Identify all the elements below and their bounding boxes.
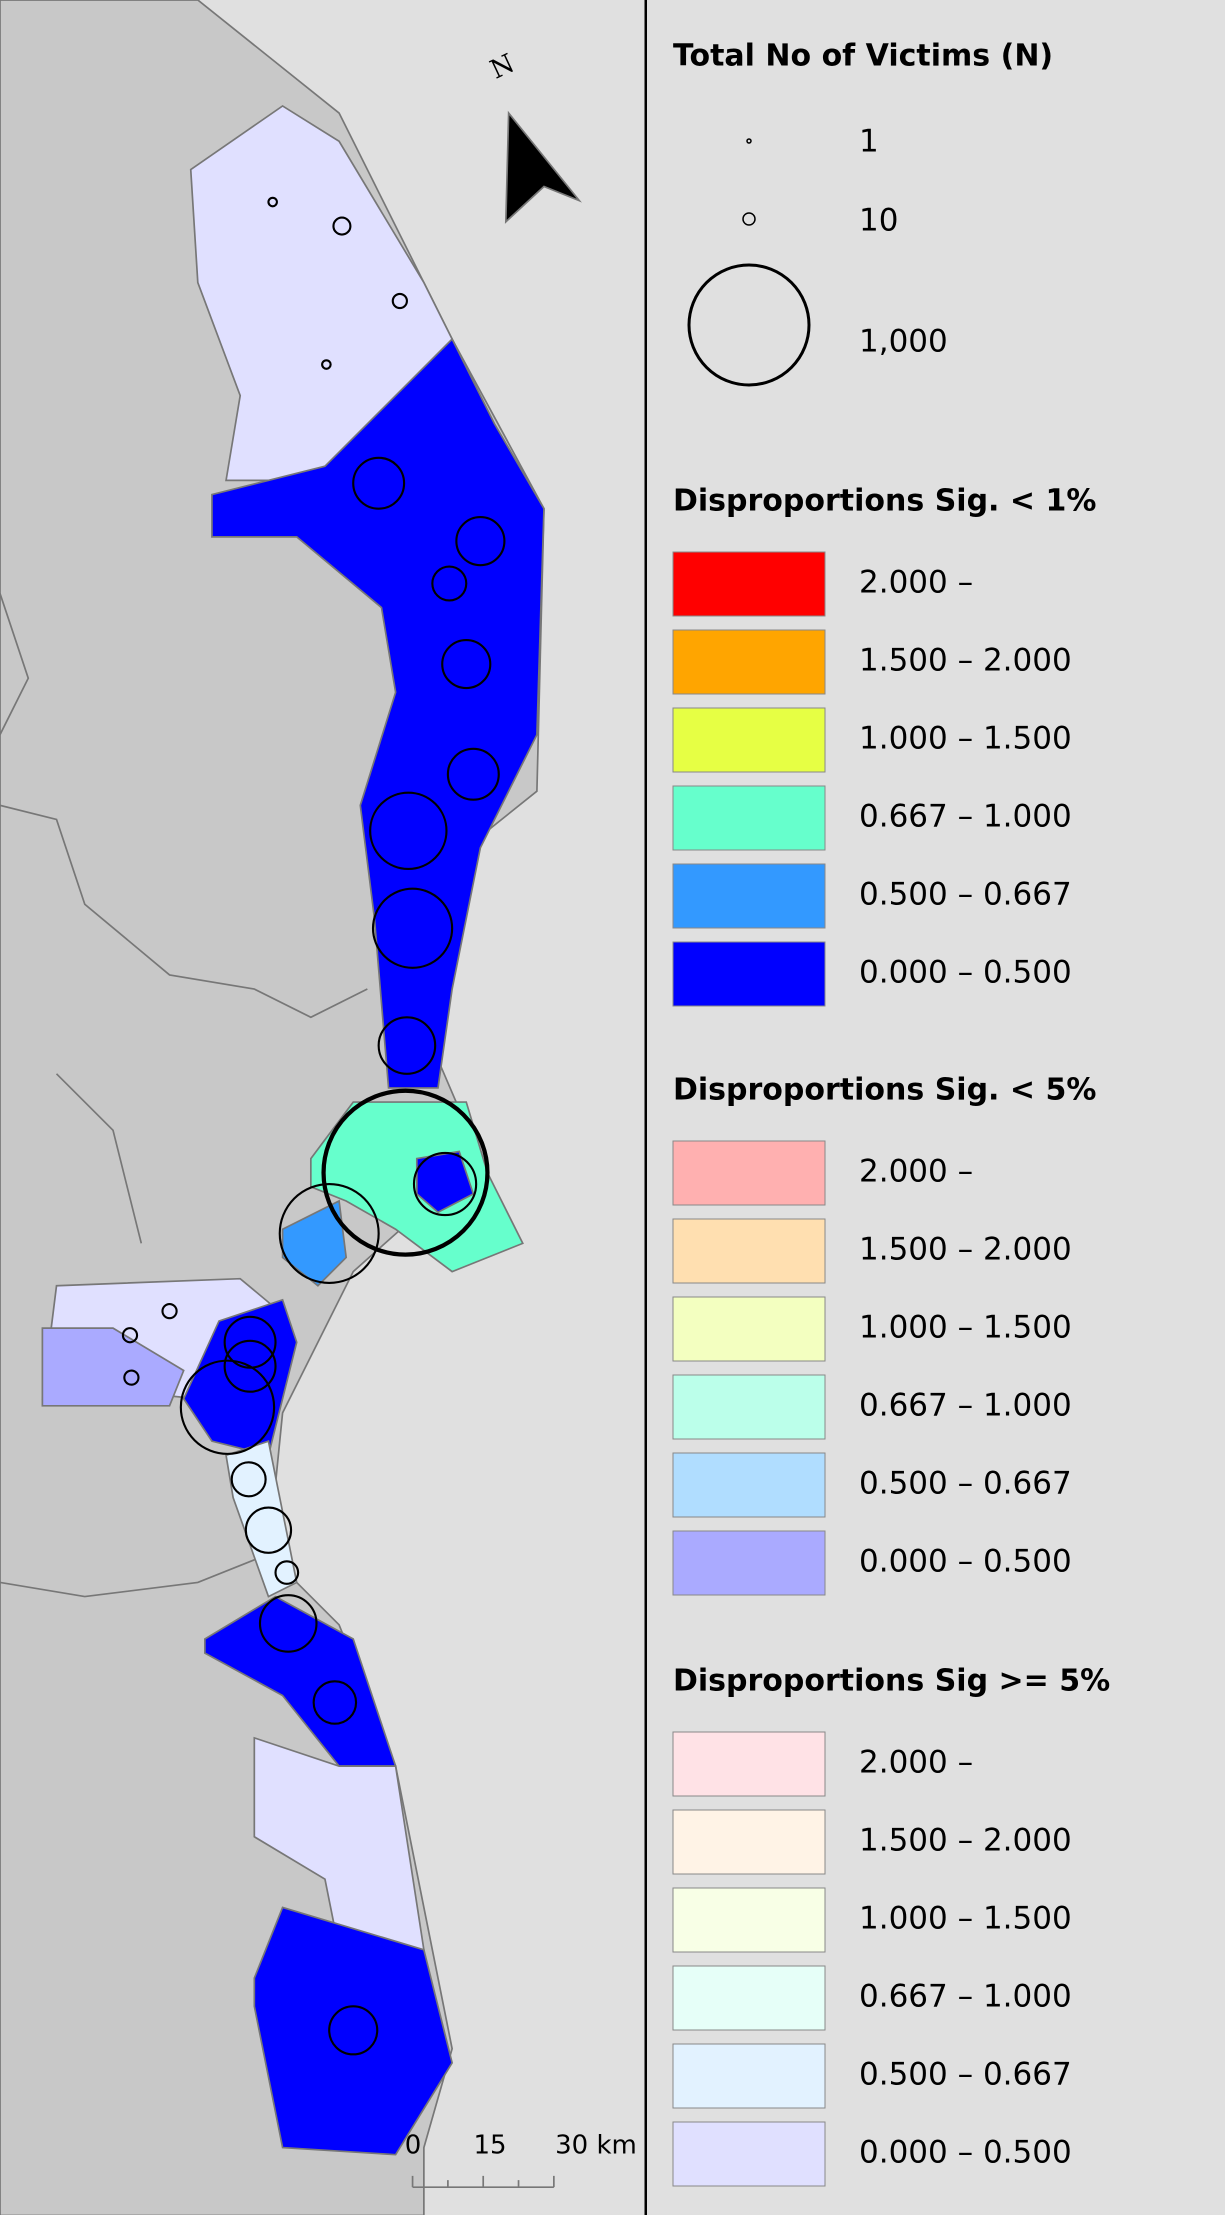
scale-label: 30 km [555, 2131, 637, 2161]
legend-title: Total No of Victims (N) [673, 39, 1053, 74]
legend-swatch [672, 1965, 826, 2031]
size-symbol [742, 212, 756, 226]
legend-title: Disproportions Sig. < 5% [673, 1073, 1096, 1108]
legend-swatch [672, 1296, 826, 1362]
legend-label: 0.667 – 1.000 [859, 1979, 1072, 2015]
legend-swatch [672, 2121, 826, 2187]
legend-label: 2.000 – [859, 1745, 973, 1781]
region [41, 1327, 185, 1407]
legend-label: 0.667 – 1.000 [859, 1388, 1072, 1424]
legend-swatch [672, 1140, 826, 1206]
legend-label: 1.000 – 1.500 [859, 1310, 1072, 1346]
scale-label: 0 [405, 2131, 422, 2161]
size-symbol [746, 138, 752, 144]
legend-label: 0.000 – 0.500 [859, 955, 1072, 991]
legend-swatch [672, 1374, 826, 1440]
scale-label: 15 [473, 2131, 506, 2161]
scale-bar [411, 2175, 555, 2189]
boundaries [0, 593, 368, 1598]
legend-swatch [672, 863, 826, 929]
legend: Total No of Victims (N) 1 10 1,000 Dispropor… [672, 39, 1110, 2187]
legend-label: 1.000 – 1.500 [859, 721, 1072, 757]
legend-swatch [672, 551, 826, 617]
region [253, 1906, 454, 2156]
legend-swatch [672, 941, 826, 1007]
legend-label: 2.000 – [859, 565, 973, 601]
legend-swatch [672, 2043, 826, 2109]
legend-swatch [672, 1452, 826, 1518]
legend-swatch [672, 629, 826, 695]
size-symbol [687, 263, 811, 387]
legend-swatch [672, 1809, 826, 1875]
legend-swatch [672, 1218, 826, 1284]
legend-swatch [672, 1731, 826, 1797]
legend-swatch [672, 1530, 826, 1596]
legend-swatch [672, 707, 826, 773]
legend-label: 2.000 – [859, 1154, 973, 1190]
legend-title: Disproportions Sig >= 5% [673, 1664, 1110, 1699]
legend-label: 1.500 – 2.000 [859, 1232, 1072, 1268]
north-arrow [504, 110, 582, 224]
legend-label: 1,000 [859, 324, 948, 360]
legend-label: 0.000 – 0.500 [859, 1544, 1072, 1580]
legend-label: 0.500 – 0.667 [859, 2057, 1072, 2093]
legend-label: 0.500 – 0.667 [859, 877, 1072, 913]
legend-label: 0.000 – 0.500 [859, 2135, 1072, 2171]
legend-label: 1 [859, 124, 879, 160]
legend-label: 0.500 – 0.667 [859, 1466, 1072, 1502]
legend-label: 1.500 – 2.000 [859, 1823, 1072, 1859]
legend-label: 1.500 – 2.000 [859, 643, 1072, 679]
region [225, 1440, 298, 1598]
victim-circles [121, 196, 506, 2056]
legend-label: 10 [859, 203, 898, 239]
map [0, 0, 582, 2215]
legend-label: 1.000 – 1.500 [859, 1901, 1072, 1937]
legend-swatch [672, 785, 826, 851]
legend-label: 0.667 – 1.000 [859, 799, 1072, 835]
legend-swatch [672, 1887, 826, 1953]
legend-title: Disproportions Sig. < 1% [673, 484, 1096, 519]
